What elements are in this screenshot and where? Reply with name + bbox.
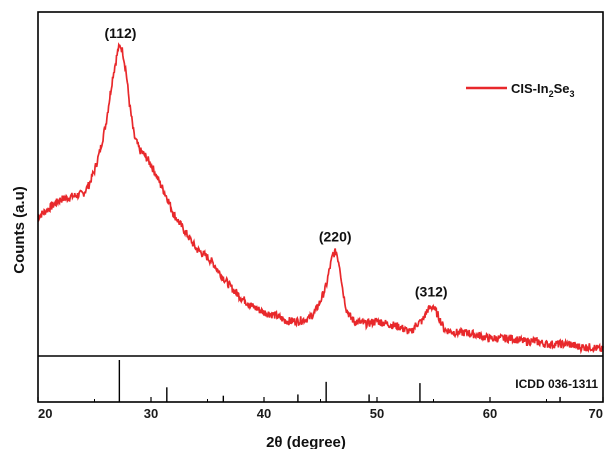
plot-area: (112) (220) (312): [37, 25, 604, 355]
x-tick-label: 40: [257, 406, 271, 421]
series-line-cis-in2se3: [37, 42, 604, 355]
legend-label: CIS-In2Se3: [511, 81, 575, 99]
peak-label: (112): [105, 25, 137, 41]
y-axis-title: Counts (a.u): [11, 186, 28, 274]
legend: CIS-In2Se3: [466, 81, 575, 99]
reference-pattern-label: ICDD 036-1311: [515, 377, 598, 391]
x-tick-label: 20: [38, 406, 52, 421]
peak-label: (220): [319, 229, 352, 245]
x-axis-title: 2θ (degree): [266, 434, 346, 449]
axes: 20 30 40 50 60 70: [37, 11, 604, 421]
peak-label: (312): [415, 284, 448, 300]
x-tick-label: 70: [589, 406, 603, 421]
x-tick-label: 60: [483, 406, 497, 421]
x-tick-label: 30: [144, 406, 158, 421]
reference-panel: [118, 360, 561, 402]
plot-frame: [37, 11, 604, 403]
x-tick-label: 50: [370, 406, 384, 421]
